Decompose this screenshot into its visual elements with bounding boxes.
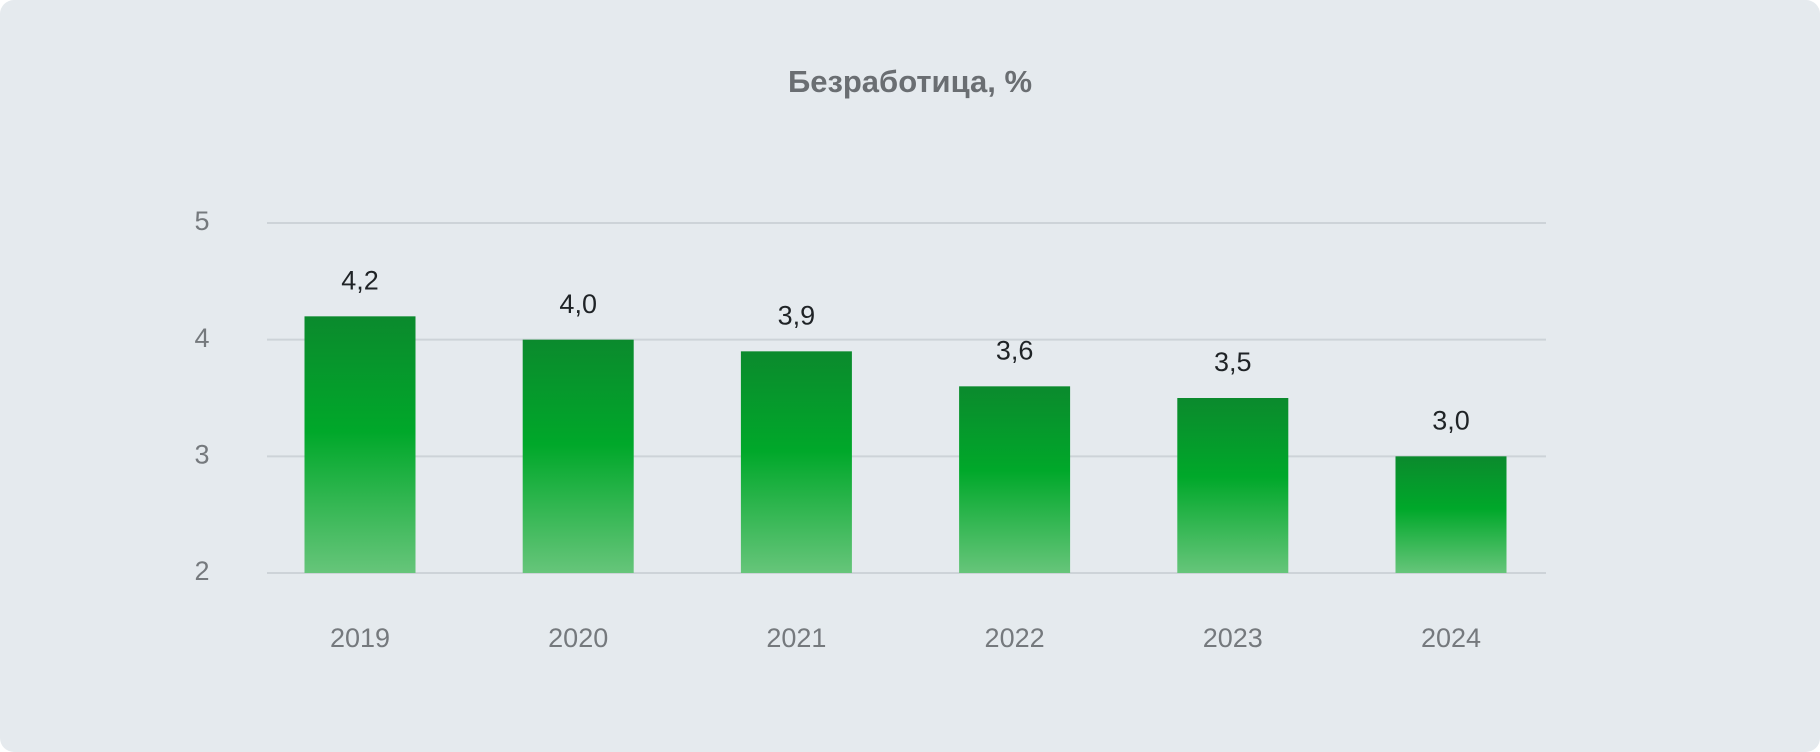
bar [959, 386, 1071, 573]
bar [740, 351, 852, 573]
y-tick-label: 5 [194, 206, 209, 236]
x-tick-label: 2022 [985, 623, 1045, 653]
chart-title: Безработица, % [788, 64, 1032, 99]
value-label: 3,0 [1432, 405, 1470, 435]
value-label: 3,5 [1214, 347, 1252, 377]
bar [1395, 456, 1507, 573]
y-tick-label: 3 [194, 439, 209, 469]
y-tick-label: 4 [194, 323, 209, 353]
bar [304, 316, 416, 573]
bar [1177, 398, 1289, 573]
y-tick-label: 2 [194, 556, 209, 586]
value-label: 4,2 [341, 265, 379, 295]
bar [522, 339, 634, 573]
x-tick-label: 2019 [330, 623, 390, 653]
x-tick-label: 2023 [1203, 623, 1263, 653]
value-label: 3,6 [996, 335, 1034, 365]
value-label: 3,9 [778, 300, 816, 330]
value-label: 4,0 [559, 289, 597, 319]
x-tick-label: 2020 [548, 623, 608, 653]
x-tick-label: 2021 [766, 623, 826, 653]
x-tick-label: 2024 [1421, 623, 1481, 653]
